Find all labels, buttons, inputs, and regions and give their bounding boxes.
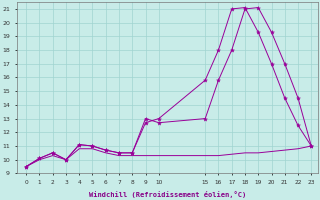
- X-axis label: Windchill (Refroidissement éolien,°C): Windchill (Refroidissement éolien,°C): [89, 191, 246, 198]
